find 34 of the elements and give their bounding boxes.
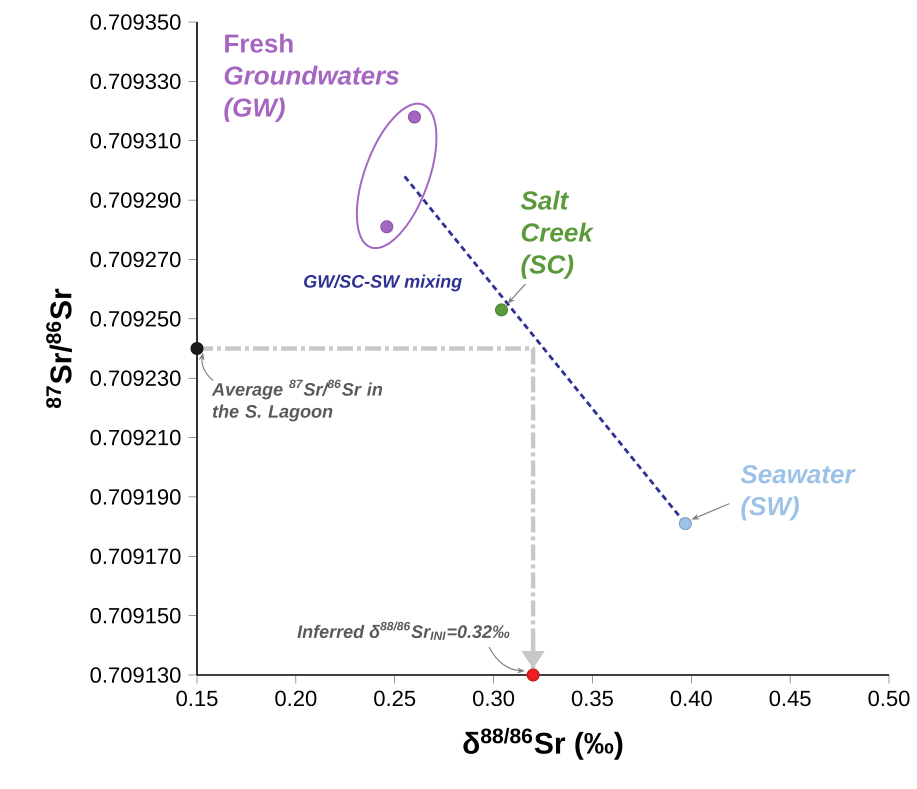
x-tick-label: 0.15 xyxy=(176,690,218,706)
y-tick-label: 0.709290 xyxy=(90,192,180,208)
x-tick-label: 0.50 xyxy=(868,690,910,706)
point xyxy=(494,303,508,316)
point xyxy=(380,220,394,234)
y-tick-label: 0.709190 xyxy=(90,489,180,505)
y-tick-label: 0.709250 xyxy=(90,311,180,327)
y-tick-label: 0.709170 xyxy=(90,548,180,564)
y-tick-label: 0.709330 xyxy=(90,74,180,90)
y-tick-label: 0.709210 xyxy=(90,430,180,446)
x-tick-label: 0.35 xyxy=(572,690,613,706)
y-tick-label: 0.709350 xyxy=(90,14,180,30)
point xyxy=(408,110,421,124)
series-label: Fresh Groundwaters (GW) xyxy=(224,34,399,122)
y-tick-label: 0.709130 xyxy=(90,667,180,683)
x-tick-label: 0.45 xyxy=(770,690,811,706)
x-tick-label: 0.40 xyxy=(670,690,712,706)
series-label: Salt Creek (SC) xyxy=(520,190,594,279)
x-tick-label: 0.25 xyxy=(374,690,416,706)
y-tick-label: 0.709310 xyxy=(90,132,180,149)
y-tick-label: 0.709150 xyxy=(90,608,180,624)
y-tick-label: 0.709270 xyxy=(90,252,180,268)
point xyxy=(678,517,692,530)
annotation: Average $^{87}$Sr/$^{86}$Sr in the S. Lagoon xyxy=(212,380,382,422)
x-tick-label: 0.20 xyxy=(275,690,316,706)
series-label: GW/SC-SW mixing xyxy=(304,274,462,292)
y-axis-title: $^{87}$Sr/$^{86}$Sr xyxy=(46,288,72,408)
series-label: Seawater (SW) xyxy=(740,465,856,521)
annotation: Inferred δ$^{88/86}$Sr$_{INI}$=0.32‰ xyxy=(297,622,510,640)
y-tick-label: 0.709230 xyxy=(90,370,180,386)
point xyxy=(190,342,204,355)
x-axis-title: δ$^{88/86}$Sr (‰) xyxy=(463,728,622,760)
x-tick-label: 0.30 xyxy=(473,690,514,706)
point xyxy=(526,668,540,682)
